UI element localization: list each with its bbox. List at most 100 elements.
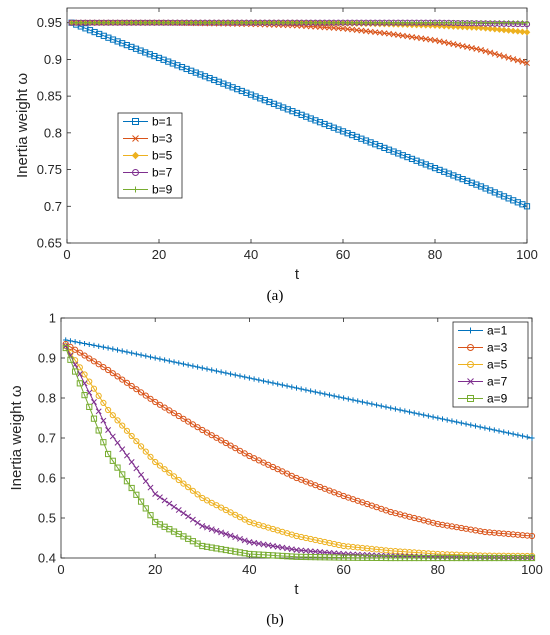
- point-b-a=7-28: [189, 516, 196, 523]
- point-b-a=1-28: [190, 363, 196, 369]
- point-b-a=9-10: [105, 450, 112, 458]
- point-b-a=1-95: [505, 430, 512, 436]
- series-a-b=9: [69, 20, 530, 26]
- point-b-a=1-96: [510, 431, 516, 437]
- point-a-b=1-48: [284, 106, 291, 113]
- point-b-a=7-32: [208, 526, 215, 533]
- point-a-b=9-81: [437, 20, 443, 26]
- point-b-a=3-22: [161, 404, 168, 411]
- point-b-a=7-12: [114, 439, 121, 446]
- point-a-b=1-22: [165, 58, 172, 65]
- point-a-b=9-4: [82, 20, 88, 26]
- point-b-a=1-92: [491, 427, 497, 433]
- point-a-b=1-44: [266, 98, 273, 106]
- point-a-b=3-75: [409, 34, 415, 40]
- x-tick-label-b-1: 20: [148, 562, 162, 577]
- point-a-b=9-80: [432, 20, 438, 26]
- point-a-b=9-65: [363, 20, 369, 26]
- point-b-a=7-46: [274, 543, 281, 550]
- y-tick-label-b-1: 0.5: [38, 511, 56, 526]
- point-a-b=3-91: [482, 48, 489, 55]
- point-b-a=7-36: [227, 532, 234, 539]
- point-a-b=3-98: [514, 57, 521, 64]
- point-a-b=1-59: [335, 126, 342, 133]
- point-b-a=9-9: [100, 439, 107, 446]
- point-a-b=1-25: [178, 64, 186, 71]
- y-tick-label-b-3: 0.7: [38, 431, 56, 446]
- point-b-a=1-69: [383, 404, 389, 410]
- point-b-a=5-25: [175, 476, 182, 484]
- legend-marker-a-1: [132, 135, 139, 142]
- point-a-b=3-89: [473, 45, 480, 52]
- legend-marker-a-0: [132, 118, 139, 125]
- point-a-b=1-15: [132, 45, 140, 52]
- point-a-b=3-82: [441, 39, 448, 46]
- point-a-b=5-98: [514, 28, 522, 35]
- point-b-a=7-20: [152, 491, 159, 497]
- point-b-a=7-22: [161, 497, 168, 504]
- point-a-b=1-32: [211, 76, 218, 84]
- point-a-b=3-87: [464, 44, 471, 50]
- point-a-b=1-37: [234, 86, 241, 93]
- point-b-a=1-13: [119, 348, 125, 354]
- point-b-a=7-50: [293, 547, 300, 553]
- point-b-a=1-63: [355, 398, 361, 404]
- point-a-b=1-31: [206, 75, 213, 82]
- point-b-a=3-32: [208, 432, 215, 439]
- point-b-a=1-93: [496, 428, 502, 434]
- point-a-b=1-6: [91, 28, 98, 36]
- point-b-a=7-13: [119, 446, 126, 453]
- point-b-a=1-29: [194, 364, 201, 370]
- point-a-b=9-78: [423, 20, 429, 26]
- point-b-a=3-16: [133, 386, 140, 393]
- point-a-b=9-83: [446, 20, 452, 26]
- x-axis-label-b: t: [294, 581, 299, 598]
- point-b-a=1-11: [110, 346, 116, 352]
- legend-label-a-2: b=5: [152, 149, 173, 163]
- point-a-b=1-47: [280, 104, 287, 111]
- point-b-a=1-52: [303, 387, 309, 393]
- point-a-b=9-61: [345, 20, 351, 26]
- point-a-b=1-26: [183, 65, 190, 73]
- point-a-b=9-29: [197, 20, 203, 26]
- point-b-a=3-7: [90, 358, 98, 365]
- point-b-a=1-12: [114, 347, 121, 353]
- point-b-a=5-24: [170, 473, 178, 480]
- point-b-a=1-90: [482, 425, 488, 431]
- legend-label-b-2: a=5: [487, 358, 508, 372]
- y-tick-label-a-4: 0.85: [37, 89, 62, 104]
- point-a-b=1-23: [169, 60, 176, 67]
- point-b-a=3-29: [194, 424, 201, 431]
- point-a-b=1-81: [436, 166, 443, 174]
- point-a-b=9-18: [147, 20, 153, 26]
- point-b-a=3-18: [142, 392, 149, 399]
- point-b-a=1-44: [265, 379, 271, 385]
- point-a-b=9-67: [372, 20, 378, 26]
- point-a-b=9-100: [524, 20, 530, 26]
- point-b-a=7-51: [298, 547, 305, 554]
- point-b-a=9-12: [114, 464, 121, 471]
- series-b-a=3: [62, 340, 536, 540]
- point-b-a=7-26: [180, 510, 187, 517]
- point-b-a=1-85: [458, 420, 464, 426]
- point-b-a=9-7: [90, 415, 98, 422]
- point-a-b=1-87: [464, 177, 471, 185]
- point-a-b=5-86: [459, 23, 466, 31]
- point-b-a=7-21: [156, 494, 163, 501]
- point-b-a=5-29: [194, 491, 201, 498]
- point-a-b=9-64: [358, 20, 364, 26]
- point-a-b=5-97: [509, 27, 517, 35]
- point-b-a=7-48: [284, 545, 291, 552]
- point-a-b=3-99: [519, 58, 526, 65]
- point-b-a=1-40: [246, 375, 252, 381]
- point-a-b=9-93: [492, 20, 498, 26]
- point-a-b=9-25: [179, 20, 185, 26]
- point-b-a=1-66: [369, 401, 375, 407]
- point-a-b=9-70: [386, 20, 392, 26]
- point-b-a=3-33: [213, 434, 220, 441]
- point-b-a=3-12: [114, 373, 121, 380]
- point-a-b=9-49: [289, 20, 295, 26]
- point-b-a=1-6: [86, 341, 92, 348]
- point-b-a=1-14: [124, 349, 130, 355]
- point-b-a=1-55: [317, 390, 323, 396]
